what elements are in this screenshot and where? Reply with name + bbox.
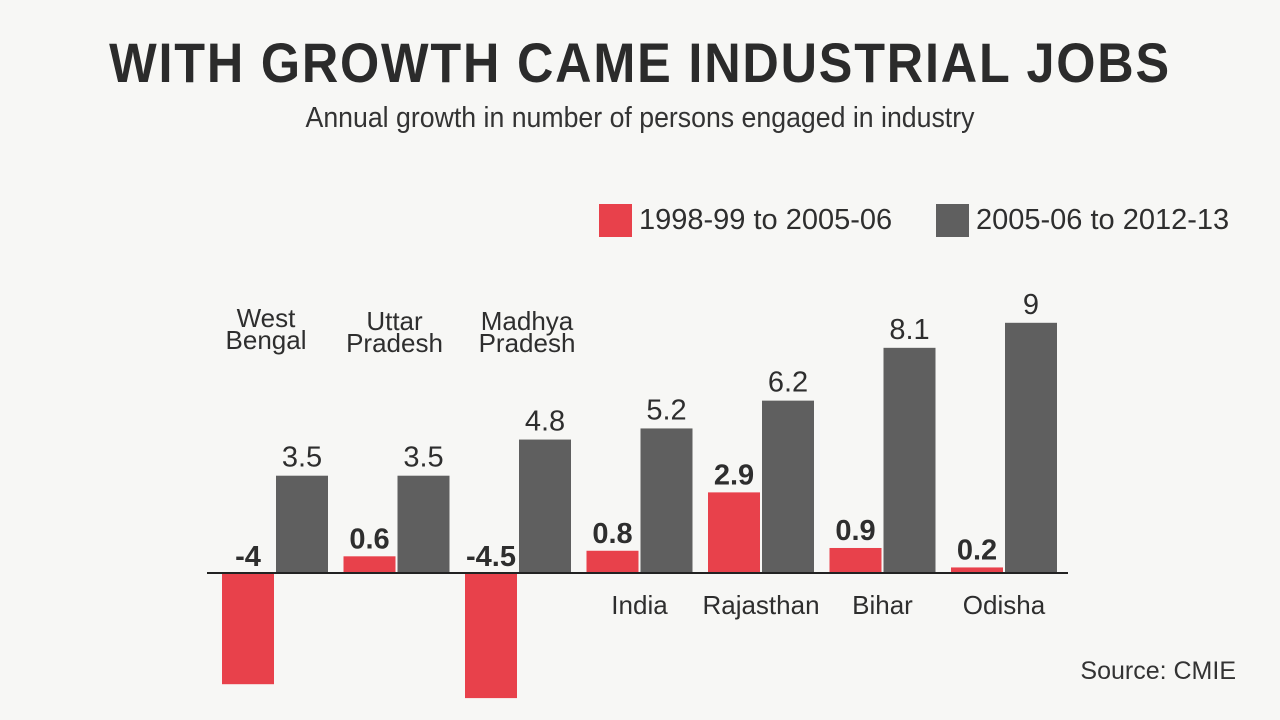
chart-title: WITH GROWTH CAME INDUSTRIAL JOBS [109,31,1171,94]
bar-series-2 [640,428,693,573]
chart-subtitle: Annual growth in number of persons engag… [305,102,975,134]
category-label: Uttar [366,306,423,336]
bar-series-2 [883,347,936,573]
bar-series-1 [343,556,396,573]
legend-swatch-series-2 [936,204,969,237]
data-label-series-2: 5.2 [646,394,686,426]
data-label-series-1: 2.9 [714,459,754,491]
category-label: Pradesh [346,328,443,358]
data-label-series-1: 0.9 [835,515,875,547]
bar-series-1 [465,573,517,699]
legend-label-series-1: 1998-99 to 2005-06 [639,204,893,236]
bar-series-2 [519,439,571,573]
data-label-series-2: 4.8 [525,406,565,438]
data-label-series-2: 6.2 [768,367,808,399]
bar-series-2 [1005,322,1057,573]
category-label: Bengal [226,325,307,355]
bar-series-1 [222,573,274,685]
category-label: Bihar [852,590,913,620]
bar-series-2 [762,400,814,573]
category-label: Madhya [481,306,574,336]
data-label-series-1: 0.2 [957,534,997,566]
data-label-series-2: 3.5 [282,442,322,474]
data-label-series-1: -4 [235,541,261,573]
legend-item-series-2: 2005-06 to 2012-13 [936,204,1229,237]
bar-series-1 [829,547,882,573]
legend-label-series-2: 2005-06 to 2012-13 [976,204,1230,236]
category-label: Rajasthan [702,590,819,620]
data-label-series-2: 9 [1023,289,1039,321]
legend-item-series-1: 1998-99 to 2005-06 [599,204,892,237]
legend-swatch-series-1 [599,204,632,237]
data-label-series-2: 3.5 [403,442,443,474]
data-label-series-1: -4.5 [466,541,516,573]
bar-series-1 [586,550,639,573]
bar-series-1 [708,492,760,573]
data-label-series-2: 8.1 [889,314,929,346]
category-label: Odisha [963,590,1046,620]
source-note: Source: CMIE [1080,657,1236,685]
category-label: Pradesh [479,328,576,358]
bar-series-1 [951,567,1003,573]
data-label-series-1: 0.6 [349,523,389,555]
category-label: West [237,303,297,333]
bar-series-2 [276,475,328,573]
category-label: India [611,590,668,620]
bar-series-2 [397,475,450,573]
data-label-series-1: 0.8 [592,518,632,550]
